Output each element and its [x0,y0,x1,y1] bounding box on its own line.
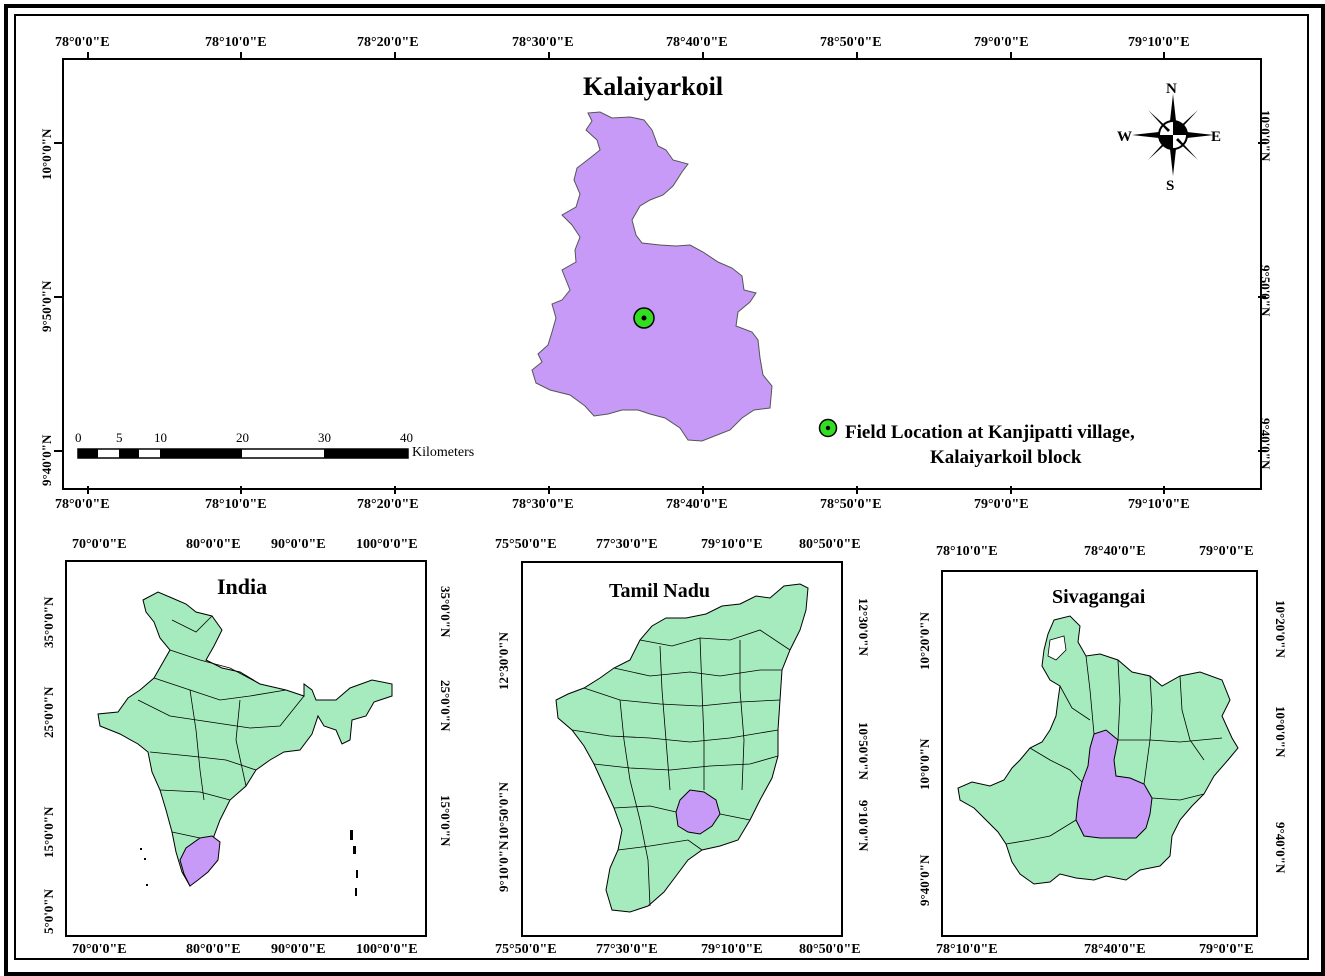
main-bottom-x-label: 78°30'0"E [512,497,574,512]
main-top-x-label: 78°50'0"E [820,35,882,50]
main-bottom-x-label: 78°50'0"E [820,497,882,512]
tn-top-x-label: 80°50'0"E [799,537,861,552]
india-bottom-x-label: 90°0'0"E [271,942,326,957]
south-label: S [1166,178,1175,194]
tn-bottom-x-label: 75°50'0"E [495,942,557,957]
siva-bottom-x-label: 79°0'0"E [1199,942,1254,957]
india-title: India [217,574,268,599]
main-bottom-x-label: 78°10'0"E [205,497,267,512]
scale-tick-label: 20 [236,430,249,445]
india-bottom-x-label: 70°0'0"E [72,942,127,957]
india-bottom-x-label: 100°0'0"E [356,942,418,957]
main-bottom-x-label: 78°20'0"E [357,497,419,512]
main-top-x-label: 78°30'0"E [512,35,574,50]
scale-tick-label: 0 [75,430,82,445]
siva-bottom-x-label: 78°10'0"E [936,942,998,957]
legend-line-1: Field Location at Kanjipatti village, [845,422,1135,443]
sivagangai-title: Sivagangai [1052,586,1146,608]
india-bottom-x-label: 80°0'0"E [186,942,241,957]
tn-bottom-x-label: 77°30'0"E [596,942,658,957]
main-bottom-x-label: 79°10'0"E [1128,497,1190,512]
siva-top-x-label: 79°0'0"E [1199,544,1254,559]
india-top-x-label: 90°0'0"E [271,537,326,552]
tn-top-x-label: 75°50'0"E [495,537,557,552]
green-circle-marker-icon [818,418,838,438]
scale-tick-label: 30 [318,430,331,445]
scale-tick-label: 10 [154,430,167,445]
main-top-x-label: 79°10'0"E [1128,35,1190,50]
scale-unit-label: Kilometers [412,445,475,460]
main-top-x-label: 78°10'0"E [205,35,267,50]
scale-tick-label: 40 [400,430,413,445]
main-top-x-label: 78°40'0"E [666,35,728,50]
outer-frame [4,4,1325,976]
main-bottom-x-label: 78°40'0"E [666,497,728,512]
north-label: N [1166,81,1177,97]
tn-top-x-label: 79°10'0"E [701,537,763,552]
north-arrow-icon [1132,94,1214,176]
scale-bar-graphic [77,448,409,459]
main-top-x-label: 78°20'0"E [357,35,419,50]
main-top-x-label: 79°0'0"E [974,35,1029,50]
tn-bottom-x-label: 80°50'0"E [799,942,861,957]
west-label: W [1117,129,1132,145]
scale-tick-label: 5 [116,430,123,445]
inner-frame [14,14,1309,960]
tn-top-x-label: 77°30'0"E [596,537,658,552]
main-bottom-x-label: 78°0'0"E [55,497,110,512]
main-bottom-x-label: 79°0'0"E [974,497,1029,512]
india-top-x-label: 80°0'0"E [186,537,241,552]
siva-bottom-x-label: 78°40'0"E [1084,942,1146,957]
siva-top-x-label: 78°40'0"E [1084,544,1146,559]
main-map-title: Kalaiyarkoil [583,72,724,101]
india-top-x-label: 100°0'0"E [356,537,418,552]
east-label: E [1211,129,1222,145]
tn-bottom-x-label: 79°10'0"E [701,942,763,957]
siva-top-x-label: 78°10'0"E [936,544,998,559]
main-top-x-label: 78°0'0"E [55,35,110,50]
tamil-nadu-title: Tamil Nadu [609,580,710,602]
legend-line-2: Kalaiyarkoil block [930,447,1082,468]
india-top-x-label: 70°0'0"E [72,537,127,552]
